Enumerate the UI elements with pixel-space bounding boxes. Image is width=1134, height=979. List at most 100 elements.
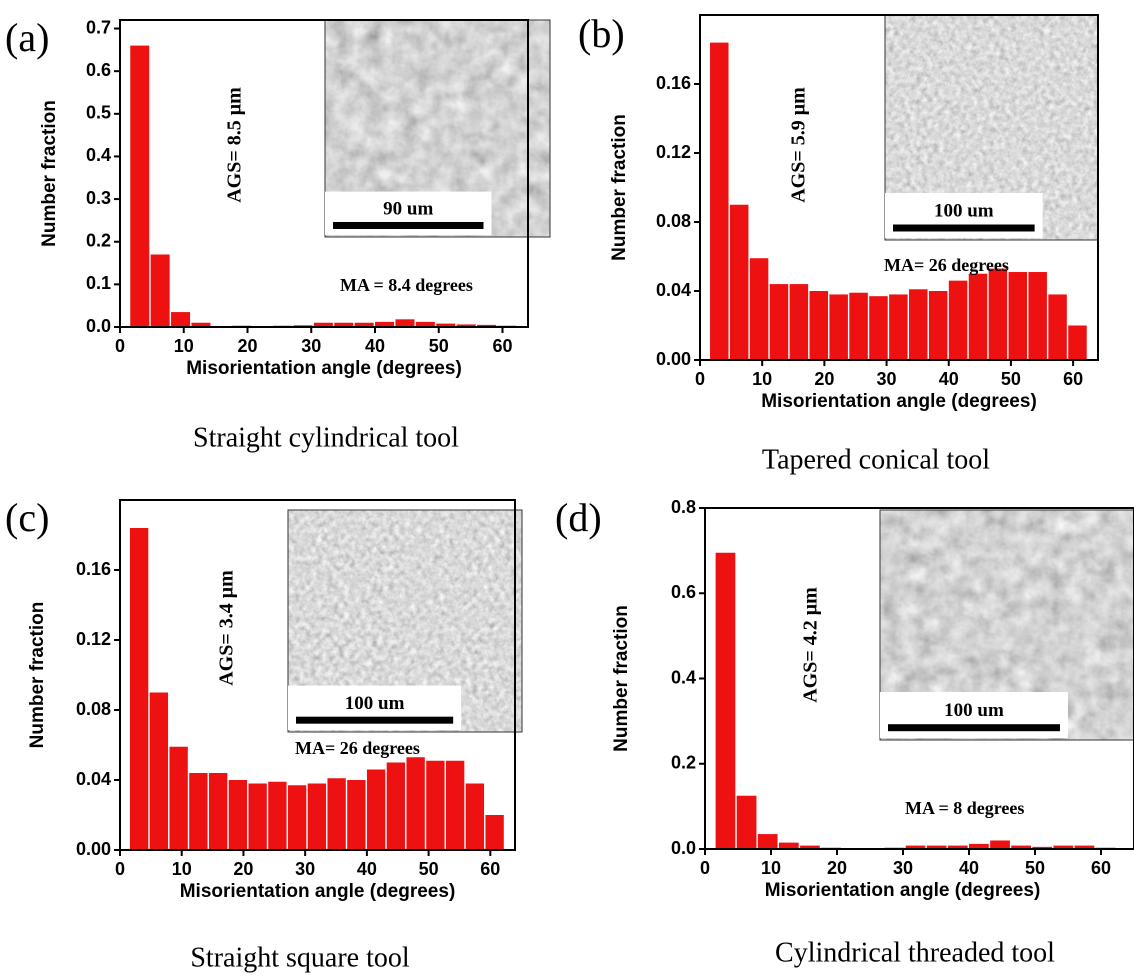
y-tick-label: 0.00	[656, 349, 691, 369]
bar	[347, 780, 365, 850]
figure: 90 um0.00.10.20.30.40.50.60.701020304050…	[0, 0, 1134, 979]
y-tick-label: 0.4	[671, 667, 696, 687]
y-axis-label: Number fraction	[27, 602, 48, 749]
annotation: AGS= 3.4 μm	[216, 570, 238, 686]
y-tick-label: 0.04	[76, 769, 111, 789]
scale-bar	[296, 717, 453, 724]
x-tick-label: 0	[115, 859, 125, 879]
y-axis-label: Number fraction	[39, 100, 60, 247]
bar	[770, 284, 789, 360]
bar	[829, 294, 848, 360]
x-tick-label: 30	[877, 369, 897, 389]
bar	[750, 258, 769, 360]
x-tick-label: 30	[295, 859, 315, 879]
x-tick-label: 20	[233, 859, 253, 879]
x-tick-label: 60	[1091, 858, 1111, 878]
bar	[169, 747, 187, 850]
caption: Cylindrical threaded tool	[775, 937, 1055, 968]
bar	[929, 291, 948, 360]
bar	[426, 761, 444, 850]
annotation: AGS= 8.5 μm	[224, 87, 246, 203]
scale-bar	[888, 724, 1060, 731]
bar	[446, 761, 464, 850]
bar	[869, 296, 888, 360]
x-tick-label: 20	[827, 858, 847, 878]
annotation: MA = 8.4 degrees	[340, 275, 473, 295]
x-tick-label: 0	[700, 858, 710, 878]
annotation: MA= 26 degrees	[884, 255, 1009, 275]
x-tick-label: 0	[695, 369, 705, 389]
y-tick-label: 0.4	[86, 145, 111, 165]
x-tick-label: 60	[480, 859, 500, 879]
x-tick-label: 60	[1063, 369, 1083, 389]
bar	[810, 291, 829, 360]
x-axis-label: Misorientation angle (degrees)	[180, 881, 456, 902]
bar	[710, 43, 729, 360]
bar	[716, 553, 736, 849]
y-tick-label: 0.16	[76, 559, 111, 579]
caption: Straight cylindrical tool	[193, 422, 459, 453]
y-tick-label: 0.6	[86, 60, 111, 80]
scale-bar-label: 100 um	[934, 200, 994, 221]
x-tick-label: 10	[172, 859, 192, 879]
x-tick-label: 40	[357, 859, 377, 879]
x-tick-label: 50	[1001, 369, 1021, 389]
bar	[969, 274, 988, 360]
y-tick-label: 0.16	[656, 73, 691, 93]
y-tick-label: 0.0	[86, 316, 111, 336]
annotation: MA= 26 degrees	[295, 738, 420, 758]
x-tick-label: 40	[939, 369, 959, 389]
scale-bar-label: 90 um	[383, 198, 433, 219]
y-tick-label: 0.2	[86, 230, 111, 250]
annotation: AGS= 5.9 μm	[788, 87, 810, 203]
bar	[367, 770, 385, 851]
y-tick-label: 0.08	[76, 699, 111, 719]
bar	[1009, 272, 1027, 360]
y-axis-label: Number fraction	[611, 605, 632, 752]
x-axis-label: Misorientation angle (degrees)	[765, 880, 1041, 901]
y-tick-label: 0.00	[76, 839, 111, 859]
x-tick-label: 50	[419, 859, 439, 879]
bar	[466, 784, 484, 851]
x-tick-label: 20	[814, 369, 834, 389]
y-tick-label: 0.7	[86, 17, 111, 37]
bar	[171, 312, 190, 327]
bar	[189, 773, 207, 850]
x-tick-label: 60	[492, 336, 512, 356]
panel-label: (c)	[5, 495, 49, 540]
x-axis-label: Misorientation angle (degrees)	[761, 391, 1037, 412]
panel-label: (d)	[555, 495, 602, 540]
scale-bar	[333, 222, 484, 229]
y-tick-label: 0.12	[656, 142, 691, 162]
scale-bar	[893, 225, 1035, 232]
bar	[909, 289, 928, 360]
y-tick-label: 0.04	[656, 280, 691, 300]
y-tick-label: 0.08	[656, 211, 691, 231]
x-axis-label: Misorientation angle (degrees)	[186, 358, 462, 379]
bar	[395, 319, 414, 327]
x-tick-label: 40	[365, 336, 385, 356]
bar	[308, 784, 326, 851]
bar	[130, 46, 149, 327]
bar	[889, 294, 908, 360]
caption: Straight square tool	[190, 942, 410, 973]
caption: Tapered conical tool	[762, 444, 990, 475]
bar	[327, 778, 345, 850]
x-tick-label: 10	[752, 369, 772, 389]
y-tick-label: 0.8	[671, 497, 696, 517]
panel-label: (a)	[5, 15, 49, 60]
bar	[737, 796, 757, 849]
bar	[758, 834, 778, 849]
annotation: MA = 8 degrees	[905, 798, 1024, 818]
x-tick-label: 40	[959, 858, 979, 878]
x-tick-label: 30	[893, 858, 913, 878]
y-axis-label: Number fraction	[609, 114, 630, 261]
x-tick-label: 50	[429, 336, 449, 356]
bar	[485, 815, 503, 850]
x-tick-label: 10	[761, 858, 781, 878]
bar	[849, 293, 868, 360]
annotation: AGS= 4.2 μm	[800, 587, 822, 703]
bar	[130, 528, 148, 850]
bar	[151, 255, 170, 327]
bar	[387, 763, 405, 851]
